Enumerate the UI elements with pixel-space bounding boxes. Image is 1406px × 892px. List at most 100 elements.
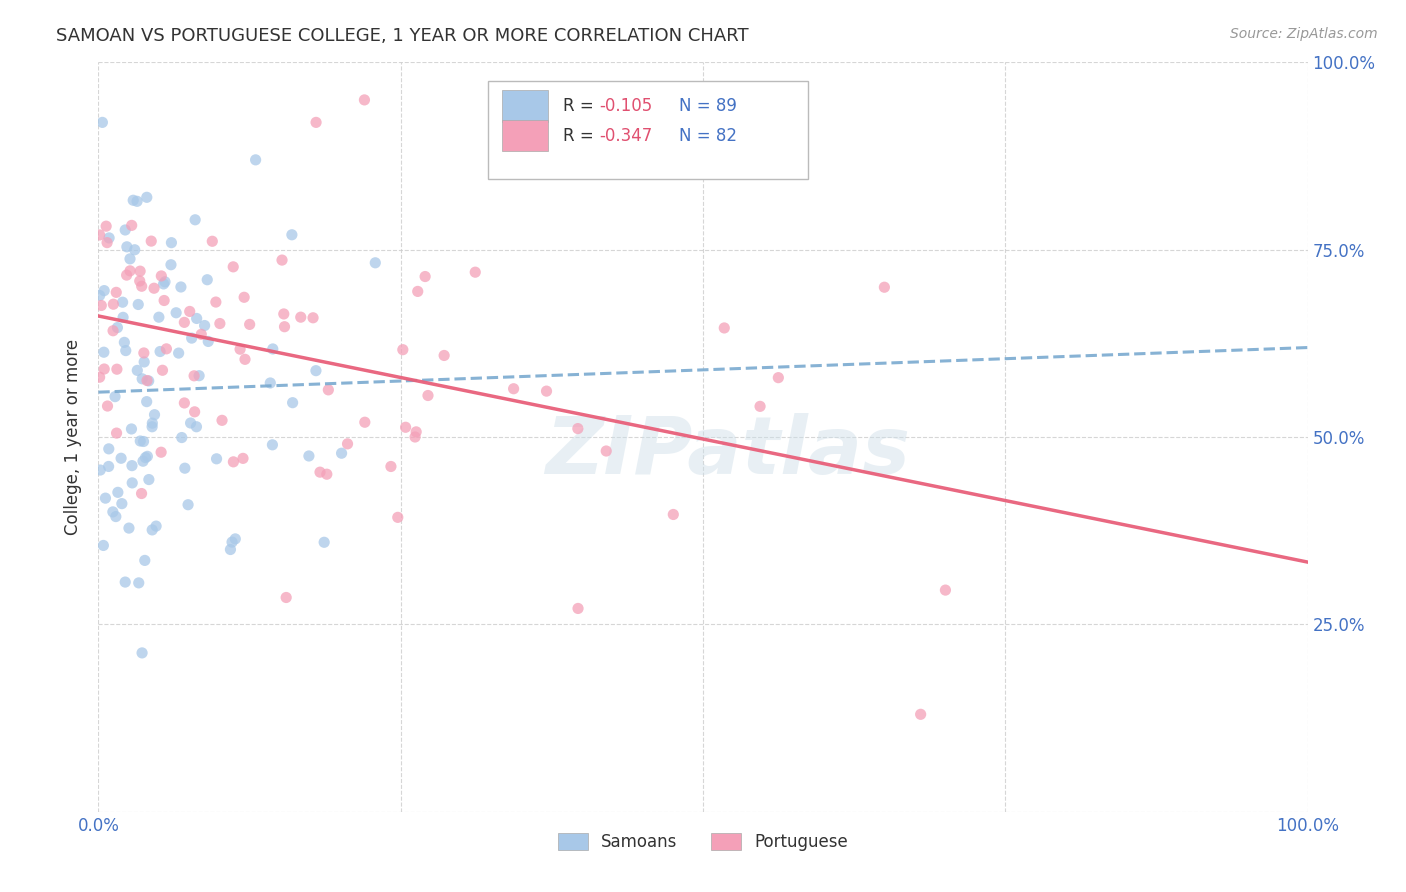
Point: [387, 510, 409, 524]
Point: [121, 475, 143, 490]
Point: [662, 508, 685, 522]
Point: [121, 422, 143, 436]
Point: [510, 145, 533, 160]
Point: [121, 219, 143, 233]
Y-axis label: College, 1 year or more: College, 1 year or more: [65, 339, 83, 535]
Point: [195, 273, 218, 287]
Point: [173, 315, 195, 329]
Point: [222, 260, 245, 274]
Point: [205, 451, 228, 466]
Point: [364, 256, 387, 270]
Point: [135, 394, 157, 409]
FancyBboxPatch shape: [502, 90, 548, 121]
Point: [170, 280, 193, 294]
Point: [232, 451, 254, 466]
Point: [150, 268, 173, 283]
Point: [115, 268, 138, 282]
Point: [167, 346, 190, 360]
Point: [262, 342, 284, 356]
Point: [536, 384, 558, 398]
Point: [132, 346, 155, 360]
Point: [118, 252, 141, 266]
Point: [183, 405, 205, 419]
Point: [290, 310, 312, 325]
Point: [125, 194, 148, 209]
Point: [115, 240, 138, 254]
Point: [135, 190, 157, 204]
Point: [89, 227, 111, 242]
Point: [149, 344, 172, 359]
Point: [910, 707, 932, 722]
Point: [416, 388, 439, 402]
Point: [309, 465, 332, 479]
Point: [114, 223, 136, 237]
Point: [138, 374, 160, 388]
Point: [90, 298, 112, 312]
Point: [141, 234, 163, 248]
FancyBboxPatch shape: [488, 81, 808, 178]
Point: [107, 320, 129, 334]
Point: [314, 535, 336, 549]
Point: [273, 319, 295, 334]
Point: [273, 307, 295, 321]
Point: [141, 523, 163, 537]
Point: [111, 295, 134, 310]
Point: [127, 363, 149, 377]
FancyBboxPatch shape: [502, 120, 548, 152]
Point: [128, 575, 150, 590]
Point: [298, 449, 321, 463]
Point: [567, 421, 589, 435]
Text: Source: ZipAtlas.com: Source: ZipAtlas.com: [1230, 27, 1378, 41]
Point: [197, 334, 219, 349]
Point: [186, 311, 208, 326]
Point: [160, 235, 183, 250]
Point: [180, 331, 202, 345]
Point: [129, 264, 152, 278]
Point: [89, 288, 111, 302]
Point: [233, 352, 256, 367]
Point: [103, 297, 125, 311]
Point: [128, 274, 150, 288]
Point: [315, 467, 337, 482]
Point: [138, 473, 160, 487]
Point: [160, 258, 183, 272]
Point: [131, 646, 153, 660]
Point: [219, 542, 242, 557]
Point: [134, 450, 156, 465]
Point: [97, 442, 120, 456]
Point: [330, 446, 353, 460]
Point: [145, 519, 167, 533]
Point: [394, 420, 416, 434]
Point: [305, 115, 328, 129]
Point: [111, 497, 134, 511]
Point: [141, 419, 163, 434]
Point: [188, 368, 211, 383]
Point: [118, 264, 141, 278]
Point: [405, 425, 427, 439]
Point: [239, 318, 262, 332]
Point: [262, 438, 284, 452]
Point: [143, 281, 166, 295]
Point: [98, 231, 121, 245]
Point: [152, 363, 174, 377]
Point: [134, 553, 156, 567]
Point: [112, 310, 135, 325]
Text: N = 82: N = 82: [679, 127, 737, 145]
Point: [96, 235, 118, 250]
Point: [141, 416, 163, 430]
Point: [934, 583, 956, 598]
Point: [201, 234, 224, 248]
Point: [89, 370, 111, 384]
Point: [336, 437, 359, 451]
Text: N = 89: N = 89: [679, 97, 737, 115]
Point: [221, 535, 243, 549]
Point: [406, 285, 429, 299]
Point: [112, 335, 135, 350]
Point: [768, 370, 790, 384]
Point: [143, 408, 166, 422]
Point: [173, 396, 195, 410]
Point: [183, 368, 205, 383]
Point: [222, 455, 245, 469]
Point: [131, 372, 153, 386]
Text: -0.105: -0.105: [599, 97, 652, 115]
